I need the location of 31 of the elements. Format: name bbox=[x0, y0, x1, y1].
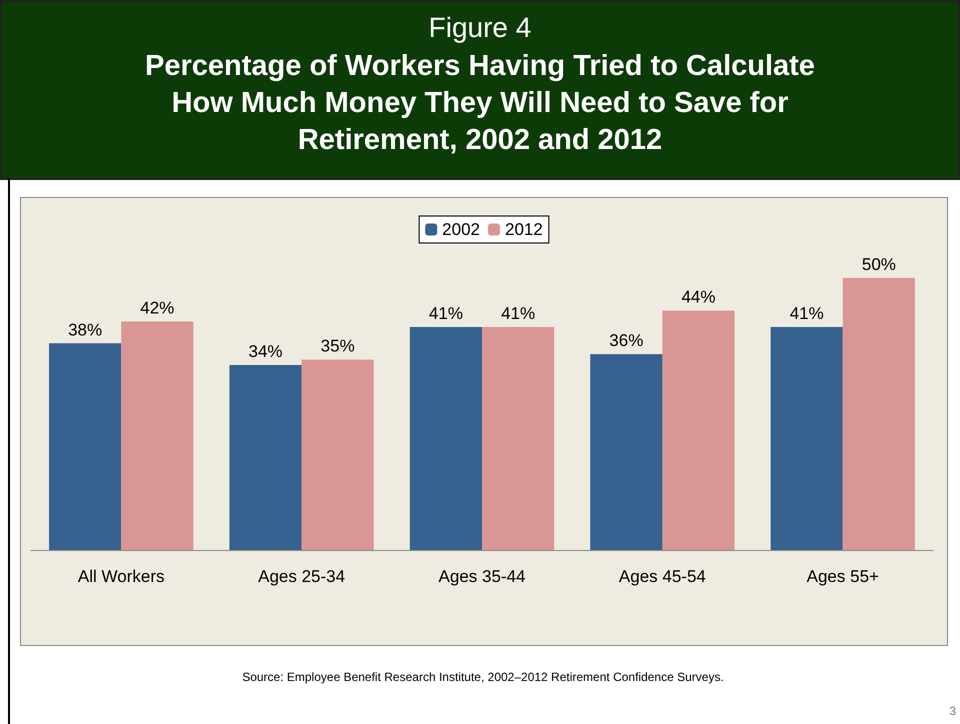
x-tick-label: Ages 25-34 bbox=[258, 567, 346, 586]
data-label: 38% bbox=[68, 320, 102, 340]
data-label: 34% bbox=[248, 342, 283, 362]
data-label: 41% bbox=[501, 304, 536, 323]
chart-subtitle: Percentage of Workers Having Tried to Calculate How Much Money They Will Need to Save for Retirement, 2002 and 2012 bbox=[144, 49, 816, 158]
bar bbox=[302, 360, 374, 550]
x-tick-label: Ages 45-54 bbox=[618, 567, 706, 586]
bar bbox=[482, 326, 554, 550]
x-tick-label: Ages 55+ bbox=[806, 567, 880, 586]
data-label: 44% bbox=[681, 288, 716, 307]
data-label: 36% bbox=[609, 331, 644, 350]
legend-label: 2002 bbox=[442, 220, 480, 239]
source-note: Source: Employee Benefit Research Institute, 2002–2012 Retirement Confidence Surveys. bbox=[241, 670, 725, 684]
x-tick-label: Ages 35-44 bbox=[438, 567, 526, 586]
x-tick-label: All Workers bbox=[78, 567, 164, 586]
bar bbox=[770, 326, 843, 550]
bar bbox=[229, 365, 302, 550]
data-label: 50% bbox=[862, 255, 896, 274]
bar bbox=[842, 278, 915, 550]
data-label: 41% bbox=[428, 304, 463, 323]
bar bbox=[121, 322, 194, 550]
bar bbox=[49, 343, 122, 550]
chart-title: Figure 4 bbox=[428, 12, 532, 44]
bar bbox=[662, 310, 735, 550]
bar bbox=[410, 326, 482, 550]
data-label: 42% bbox=[140, 298, 174, 318]
text: 3 bbox=[949, 704, 956, 718]
data-label: 41% bbox=[790, 304, 824, 323]
legend-label: 2012 bbox=[505, 220, 543, 239]
data-label: 35% bbox=[320, 336, 355, 356]
bar bbox=[590, 354, 662, 550]
